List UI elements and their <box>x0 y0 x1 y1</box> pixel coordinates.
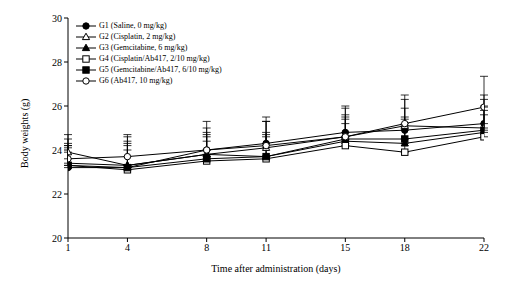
svg-text:24: 24 <box>52 145 62 156</box>
svg-text:22: 22 <box>52 189 62 200</box>
svg-text:4: 4 <box>125 242 130 253</box>
svg-text:Time after administration (day: Time after administration (days) <box>211 263 340 275</box>
html-text:G6 (Ab417, 10 mg/kg): G6 (Ab417, 10 mg/kg) <box>99 76 173 85</box>
svg-text:18: 18 <box>400 242 410 253</box>
svg-text:8: 8 <box>204 242 209 253</box>
html-text:G3 (Gemcitabine, 6 mg/kg): G3 (Gemcitabine, 6 mg/kg) <box>99 43 188 52</box>
html-text:G5 (Gemcitabine/Ab417, 6/10 mg: G5 (Gemcitabine/Ab417, 6/10 mg/kg) <box>99 65 222 74</box>
svg-text:Body weights (g): Body weights (g) <box>19 99 31 168</box>
html-text:G1 (Saline, 0 mg/kg): G1 (Saline, 0 mg/kg) <box>99 21 167 30</box>
svg-text:30: 30 <box>52 13 62 24</box>
svg-text:20: 20 <box>52 233 62 244</box>
svg-text:1: 1 <box>66 242 71 253</box>
html-text:G2 (Cisplatin, 2 mg/kg): G2 (Cisplatin, 2 mg/kg) <box>99 32 176 41</box>
html-text:G4 (Cisplatin/Ab417, 2/10 mg/k: G4 (Cisplatin/Ab417, 2/10 mg/kg) <box>99 54 210 63</box>
svg-text:11: 11 <box>261 242 271 253</box>
svg-text:15: 15 <box>340 242 350 253</box>
svg-text:26: 26 <box>52 101 62 112</box>
svg-text:28: 28 <box>52 57 62 68</box>
svg-text:22: 22 <box>479 242 489 253</box>
